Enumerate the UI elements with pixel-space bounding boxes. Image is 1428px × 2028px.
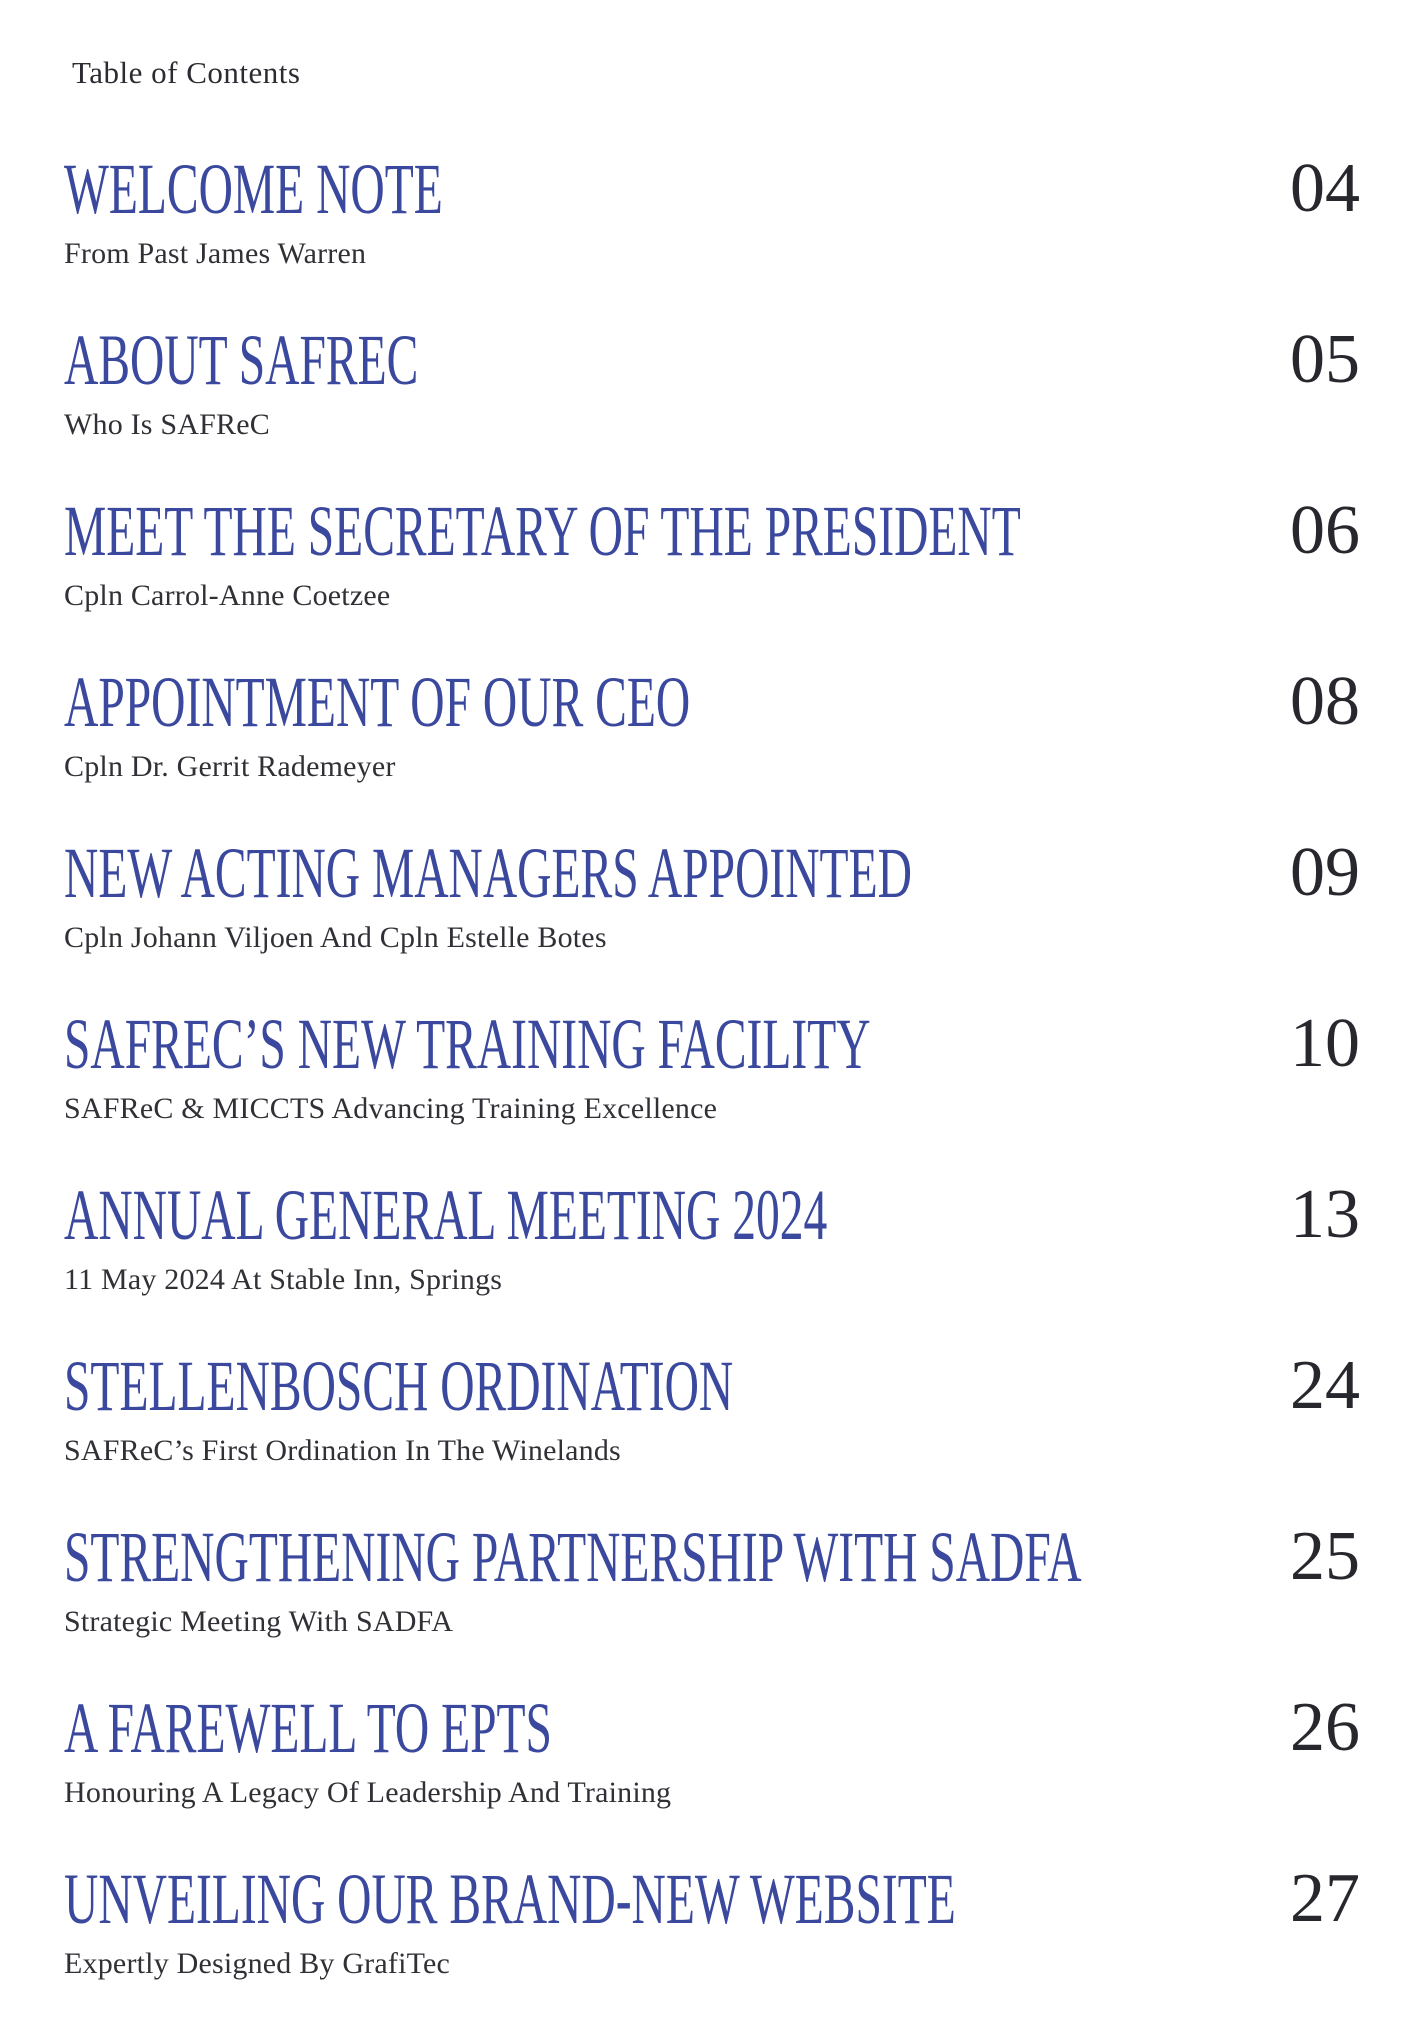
toc-list: WELCOME NOTE 04 From Past James Warren A… bbox=[64, 149, 1360, 1981]
toc-entry-page-number: 25 bbox=[1290, 1518, 1360, 1596]
toc-entry-page-number: 26 bbox=[1290, 1689, 1360, 1767]
toc-entry: APPOINTMENT OF OUR CEO 08 Cpln Dr. Gerri… bbox=[64, 662, 1360, 784]
toc-entry-title-row: APPOINTMENT OF OUR CEO 08 bbox=[64, 662, 1360, 743]
toc-entry-title-row: ABOUT SAFREC 05 bbox=[64, 320, 1360, 401]
toc-entry-title-row: UNVEILING OUR BRAND-NEW WEBSITE 27 bbox=[64, 1859, 1360, 1940]
toc-entry: WELCOME NOTE 04 From Past James Warren bbox=[64, 149, 1360, 271]
toc-entry-page-number: 13 bbox=[1290, 1176, 1360, 1254]
toc-entry-title-wrap: WELCOME NOTE bbox=[64, 149, 1264, 230]
toc-entry: STRENGTHENING PARTNERSHIP WITH SADFA 25 … bbox=[64, 1517, 1360, 1639]
toc-entry-subtitle: SAFReC’s First Ordination In The Winelan… bbox=[64, 1433, 621, 1467]
toc-entry-title: SAFREC’S NEW TRAINING FACILITY bbox=[64, 1004, 871, 1085]
toc-entry-subtitle: Cpln Carrol-Anne Coetzee bbox=[64, 578, 391, 612]
toc-entry-title: WELCOME NOTE bbox=[64, 149, 443, 230]
toc-entry: SAFREC’S NEW TRAINING FACILITY 10 SAFReC… bbox=[64, 1004, 1360, 1126]
toc-entry-subtitle: Cpln Johann Viljoen And Cpln Estelle Bot… bbox=[64, 920, 607, 954]
toc-entry-title: MEET THE SECRETARY OF THE PRESIDENT bbox=[64, 491, 1021, 572]
toc-entry-title-row: ANNUAL GENERAL MEETING 2024 13 bbox=[64, 1175, 1360, 1256]
toc-entry-title-wrap: MEET THE SECRETARY OF THE PRESIDENT bbox=[64, 491, 1264, 572]
toc-entry-title: STRENGTHENING PARTNERSHIP WITH SADFA bbox=[64, 1517, 1082, 1598]
toc-entry-subtitle: SAFReC & MICCTS Advancing Training Excel… bbox=[64, 1091, 718, 1125]
toc-entry-subtitle: Expertly Designed By GrafiTec bbox=[64, 1946, 451, 1980]
toc-entry-title-wrap: UNVEILING OUR BRAND-NEW WEBSITE bbox=[64, 1859, 1264, 1940]
toc-entry-title: ABOUT SAFREC bbox=[64, 320, 419, 401]
toc-entry-title-row: SAFREC’S NEW TRAINING FACILITY 10 bbox=[64, 1004, 1360, 1085]
toc-entry: NEW ACTING MANAGERS APPOINTED 09 Cpln Jo… bbox=[64, 833, 1360, 955]
toc-entry-title: A FAREWELL TO EPTS bbox=[64, 1688, 552, 1769]
toc-entry-title-wrap: NEW ACTING MANAGERS APPOINTED bbox=[64, 833, 1264, 914]
toc-entry-subtitle: Cpln Dr. Gerrit Rademeyer bbox=[64, 749, 396, 783]
toc-entry: ABOUT SAFREC 05 Who Is SAFReC bbox=[64, 320, 1360, 442]
toc-entry-title-wrap: A FAREWELL TO EPTS bbox=[64, 1688, 1264, 1769]
toc-entry: UNVEILING OUR BRAND-NEW WEBSITE 27 Exper… bbox=[64, 1859, 1360, 1981]
toc-entry-title-wrap: ABOUT SAFREC bbox=[64, 320, 1264, 401]
toc-entry-subtitle: Who Is SAFReC bbox=[64, 407, 270, 441]
toc-entry-title-wrap: STRENGTHENING PARTNERSHIP WITH SADFA bbox=[64, 1517, 1264, 1598]
toc-entry: ANNUAL GENERAL MEETING 2024 13 11 May 20… bbox=[64, 1175, 1360, 1297]
toc-entry-title-row: A FAREWELL TO EPTS 26 bbox=[64, 1688, 1360, 1769]
toc-entry-page-number: 27 bbox=[1290, 1860, 1360, 1938]
toc-entry-title-wrap: SAFREC’S NEW TRAINING FACILITY bbox=[64, 1004, 1264, 1085]
toc-entry-title-row: MEET THE SECRETARY OF THE PRESIDENT 06 bbox=[64, 491, 1360, 572]
toc-entry-page-number: 09 bbox=[1290, 834, 1360, 912]
toc-entry-title: NEW ACTING MANAGERS APPOINTED bbox=[64, 833, 912, 914]
toc-entry-page-number: 04 bbox=[1290, 150, 1360, 228]
toc-entry-title-row: NEW ACTING MANAGERS APPOINTED 09 bbox=[64, 833, 1360, 914]
toc-entry-subtitle: From Past James Warren bbox=[64, 236, 367, 270]
toc-entry: MEET THE SECRETARY OF THE PRESIDENT 06 C… bbox=[64, 491, 1360, 613]
toc-entry-title-wrap: APPOINTMENT OF OUR CEO bbox=[64, 662, 1264, 743]
toc-entry-page-number: 05 bbox=[1290, 321, 1360, 399]
toc-entry-title-wrap: ANNUAL GENERAL MEETING 2024 bbox=[64, 1175, 1264, 1256]
toc-entry-title-wrap: STELLENBOSCH ORDINATION bbox=[64, 1346, 1264, 1427]
toc-entry-page-number: 24 bbox=[1290, 1347, 1360, 1425]
toc-entry-title: APPOINTMENT OF OUR CEO bbox=[64, 662, 691, 743]
toc-entry-page-number: 10 bbox=[1290, 1005, 1360, 1083]
toc-entry-title: UNVEILING OUR BRAND-NEW WEBSITE bbox=[64, 1859, 956, 1940]
toc-entry-subtitle: Strategic Meeting With SADFA bbox=[64, 1604, 454, 1638]
toc-entry-title-row: STELLENBOSCH ORDINATION 24 bbox=[64, 1346, 1360, 1427]
toc-entry: STELLENBOSCH ORDINATION 24 SAFReC’s Firs… bbox=[64, 1346, 1360, 1468]
toc-entry-subtitle: Honouring A Legacy Of Leadership And Tra… bbox=[64, 1775, 672, 1809]
toc-entry-title: ANNUAL GENERAL MEETING 2024 bbox=[64, 1175, 828, 1256]
toc-entry-title-row: WELCOME NOTE 04 bbox=[64, 149, 1360, 230]
page-title: Table of Contents bbox=[72, 55, 301, 90]
toc-entry-page-number: 08 bbox=[1290, 663, 1360, 741]
toc-entry: A FAREWELL TO EPTS 26 Honouring A Legacy… bbox=[64, 1688, 1360, 1810]
toc-entry-title-row: STRENGTHENING PARTNERSHIP WITH SADFA 25 bbox=[64, 1517, 1360, 1598]
toc-entry-title: STELLENBOSCH ORDINATION bbox=[64, 1346, 734, 1427]
toc-entry-page-number: 06 bbox=[1290, 492, 1360, 570]
toc-entry-subtitle: 11 May 2024 At Stable Inn, Springs bbox=[64, 1262, 503, 1296]
